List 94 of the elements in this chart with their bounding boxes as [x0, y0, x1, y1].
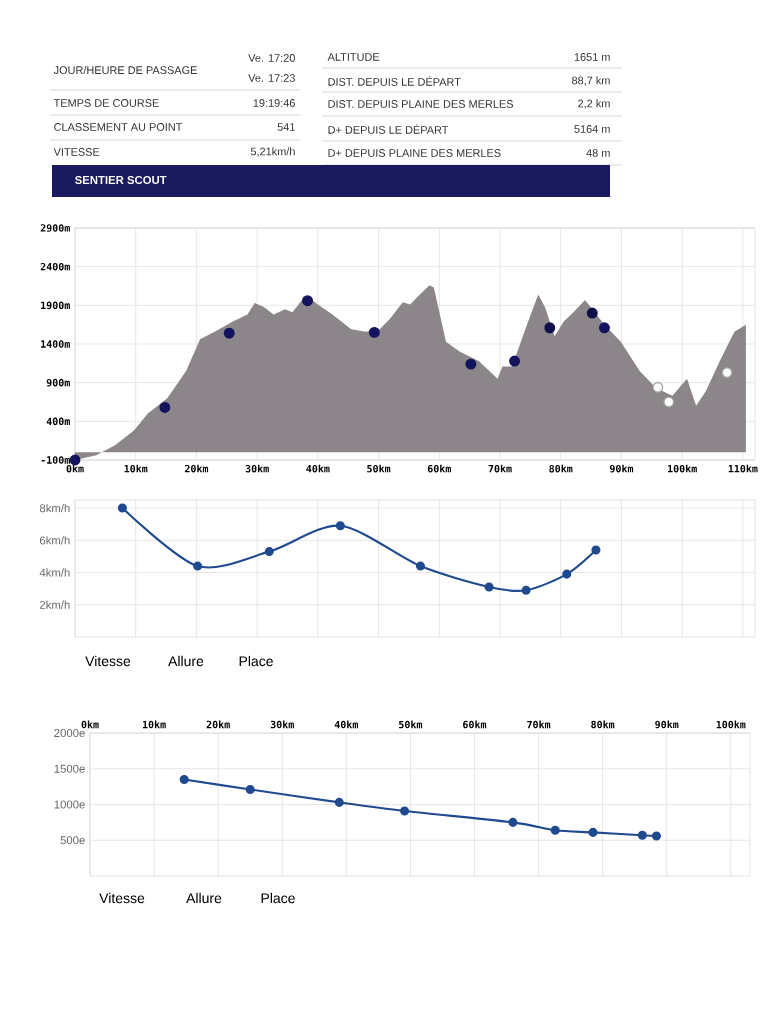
point: [193, 561, 203, 571]
x-tick-label: 40km: [306, 464, 330, 473]
point: [562, 569, 572, 579]
x-tick-label: 20km: [206, 720, 230, 729]
point: [335, 521, 345, 531]
point: [586, 307, 598, 319]
text: Ve. 17:20: [248, 54, 295, 62]
y-tick-label: 1000e: [54, 800, 85, 809]
x-tick-label: 110km: [728, 464, 758, 473]
text: 2,2 km: [578, 99, 610, 109]
text: Allure: [168, 655, 204, 667]
x-tick-label: 90km: [609, 464, 634, 473]
text: 5,21km/h: [250, 147, 295, 157]
point: [465, 358, 477, 370]
x-tick-label: 60km: [427, 464, 451, 473]
point: [400, 806, 410, 816]
point: [368, 326, 380, 338]
point: [509, 355, 521, 367]
y-tick-label: 1400m: [41, 340, 70, 348]
x-tick-label: 30km: [270, 720, 294, 729]
x-tick-label: 60km: [463, 720, 487, 729]
text: ALTITUDE: [327, 53, 380, 61]
text: 88,7 km: [572, 76, 610, 86]
point: [637, 830, 647, 840]
point: [415, 561, 426, 571]
x-tick-label: 20km: [184, 464, 209, 473]
point: [179, 774, 189, 785]
point: [484, 582, 494, 592]
x-tick-label: 0km: [81, 720, 99, 729]
y-tick-label: -100m: [41, 456, 70, 464]
point: [508, 817, 518, 827]
text: Allure: [186, 892, 222, 904]
text: SENTIER SCOUT: [75, 175, 167, 184]
x-tick-label: 80km: [591, 720, 615, 729]
text: TEMPS DE COURSE: [53, 99, 159, 107]
y-tick-label: 2km/h: [39, 600, 70, 609]
x-tick-label: 70km: [527, 720, 551, 729]
x-tick-label: 80km: [549, 464, 573, 473]
y-tick-label: 900m: [46, 378, 70, 387]
text: Ve. 17:23: [248, 74, 295, 82]
text: JOUR/HEURE DE PASSAGE: [53, 65, 197, 74]
x-tick-label: 70km: [488, 464, 512, 473]
point: [588, 827, 598, 837]
x-tick-label: 10km: [142, 720, 166, 729]
y-tick-label: 6km/h: [40, 536, 70, 545]
point: [302, 295, 314, 307]
point: [264, 547, 274, 557]
text: 5164 m: [574, 125, 610, 133]
x-tick-label: 40km: [334, 720, 358, 729]
text: 1651 m: [574, 53, 610, 61]
text: 541: [277, 123, 295, 131]
point: [591, 545, 601, 555]
text: CLASSEMENT AU POINT: [54, 123, 183, 131]
point: [223, 327, 235, 339]
y-tick-label: 2000e: [54, 729, 85, 738]
x-tick-label: 50km: [367, 464, 391, 473]
text: 48 m: [586, 149, 610, 157]
x-tick-label: 100km: [716, 720, 746, 729]
point: [245, 784, 255, 795]
text: Vitesse: [99, 892, 145, 904]
text: DIST. DEPUIS LE DÉPART: [328, 76, 461, 86]
text: Place: [239, 655, 273, 667]
y-tick-label: 4km/h: [39, 568, 70, 577]
y-tick-label: 2400m: [40, 262, 70, 271]
x-tick-label: 0km: [66, 464, 84, 473]
text: D+ DEPUIS PLAINE DES MERLES: [328, 149, 501, 157]
point: [721, 367, 733, 379]
point: [598, 322, 610, 334]
text: VITESSE: [53, 148, 100, 156]
y-tick-label: 2900m: [40, 224, 70, 232]
x-tick-label: 90km: [655, 720, 679, 729]
point: [651, 831, 661, 841]
y-tick-label: 8km/h: [39, 503, 70, 513]
point: [663, 396, 675, 408]
x-tick-label: 30km: [245, 464, 269, 473]
text: D+ DEPUIS LE DÉPART: [328, 124, 449, 134]
text: Place: [261, 892, 295, 904]
text: 19:19:46: [253, 99, 295, 107]
point: [550, 825, 560, 835]
point: [334, 797, 344, 807]
text: DIST. DEPUIS PLAINE DES MERLES: [328, 100, 514, 108]
x-tick-label: 100km: [668, 464, 697, 473]
y-tick-label: 1900m: [41, 301, 70, 310]
y-tick-label: 1500e: [54, 764, 85, 773]
y-tick-label: 500e: [60, 836, 85, 845]
text: Vitesse: [85, 655, 131, 667]
x-tick-label: 10km: [124, 464, 148, 473]
point: [652, 381, 664, 393]
x-tick-label: 50km: [399, 720, 423, 729]
point: [544, 322, 556, 334]
point: [117, 503, 127, 513]
point: [521, 585, 531, 595]
point: [159, 401, 171, 413]
y-tick-label: 400m: [46, 417, 70, 426]
